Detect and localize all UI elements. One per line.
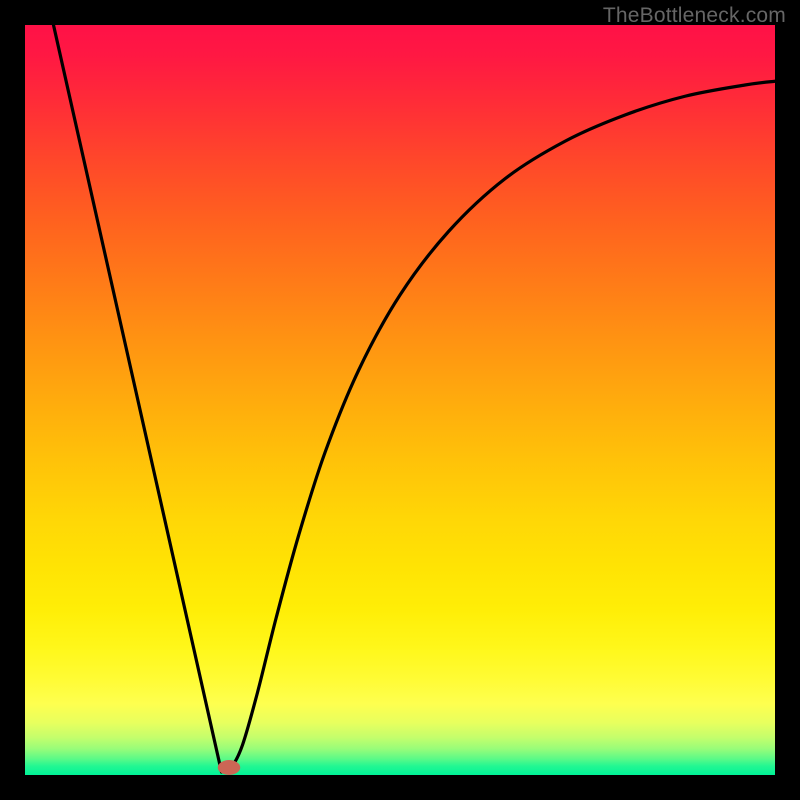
chart-svg: [0, 0, 800, 800]
optimal-marker: [218, 760, 241, 775]
watermark-text: TheBottleneck.com: [603, 4, 786, 28]
chart-container: TheBottleneck.com: [0, 0, 800, 800]
